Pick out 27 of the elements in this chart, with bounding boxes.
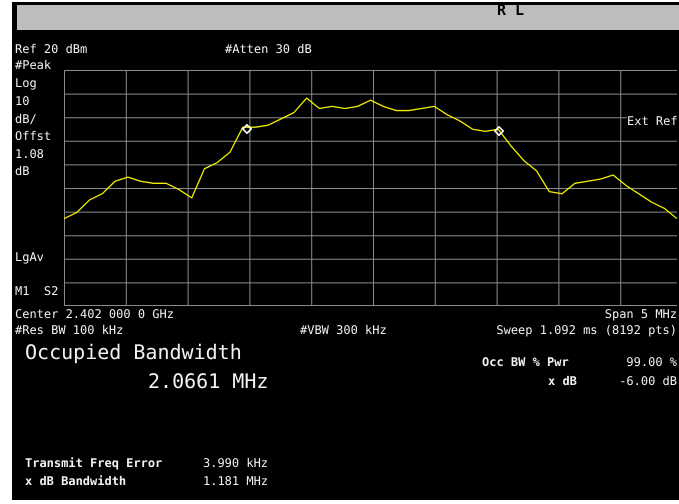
text: Occ BW % Pwr [482, 355, 569, 370]
text: 3.990 kHz [203, 456, 268, 471]
text: dB/ [15, 112, 37, 127]
text: Log [15, 76, 37, 91]
text: 99.00 % [626, 355, 677, 370]
text: Center 2.402 000 0 GHz [15, 307, 174, 322]
annotation: Ext Ref [627, 114, 678, 129]
text: 1.08 [15, 147, 44, 162]
text: M1 S2 [15, 284, 58, 299]
text: 10 [15, 94, 30, 109]
text: Sweep 1.092 ms (8192 pts) [496, 323, 677, 338]
text: Transmit Freq Error [25, 456, 162, 471]
text: #VBW 300 kHz [300, 323, 387, 338]
text: 1.181 MHz [203, 474, 268, 489]
text: LgAv [15, 250, 44, 265]
text: #Res BW 100 kHz [15, 323, 124, 338]
text: Occupied Bandwidth [25, 340, 242, 364]
text: dB [15, 164, 30, 179]
text: -6.00 dB [619, 374, 677, 389]
text: x dB Bandwidth [25, 474, 126, 489]
text: #Peak [15, 58, 52, 73]
text: Span 5 MHz [604, 307, 677, 322]
text: #Atten 30 dB [225, 42, 312, 57]
text: Offst [15, 129, 52, 144]
text: Ref 20 dBm [15, 42, 88, 57]
text: 2.0661 MHz [148, 369, 268, 393]
text: x dB [548, 374, 577, 389]
